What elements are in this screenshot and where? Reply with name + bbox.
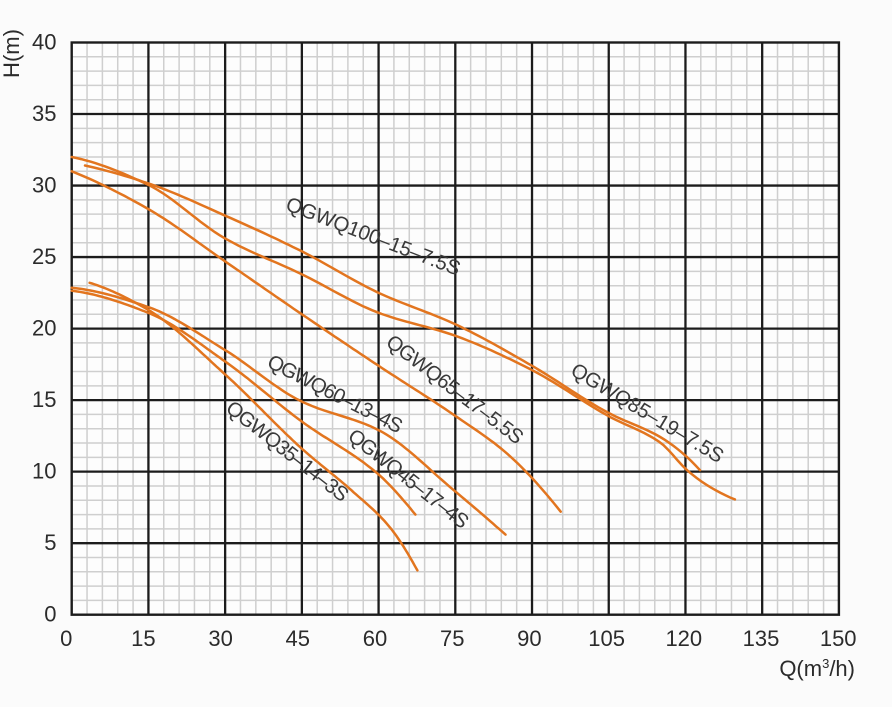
svg-text:10: 10 [32, 459, 56, 484]
svg-text:15: 15 [32, 387, 56, 412]
svg-text:60: 60 [363, 626, 387, 651]
svg-text:150: 150 [820, 626, 857, 651]
svg-text:5: 5 [44, 530, 56, 555]
svg-text:75: 75 [440, 626, 464, 651]
svg-text:90: 90 [517, 626, 541, 651]
svg-text:15: 15 [131, 626, 155, 651]
svg-text:0: 0 [60, 626, 72, 651]
svg-text:120: 120 [665, 626, 702, 651]
svg-text:Q(m3/h): Q(m3/h) [779, 656, 855, 681]
svg-text:135: 135 [743, 626, 780, 651]
svg-text:20: 20 [32, 316, 56, 341]
svg-text:105: 105 [588, 626, 625, 651]
svg-text:30: 30 [32, 173, 56, 198]
svg-text:45: 45 [286, 626, 310, 651]
svg-text:40: 40 [32, 30, 56, 55]
svg-text:35: 35 [32, 101, 56, 126]
svg-text:H(m): H(m) [0, 29, 24, 78]
svg-text:0: 0 [44, 602, 56, 627]
svg-text:25: 25 [32, 244, 56, 269]
svg-text:30: 30 [208, 626, 232, 651]
